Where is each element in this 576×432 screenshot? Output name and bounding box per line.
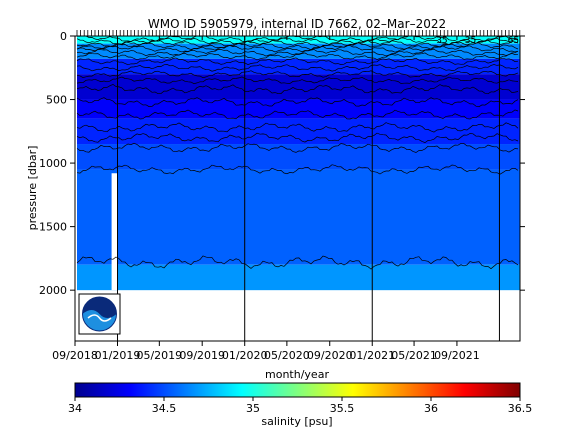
y-tick-label: 2000 — [39, 284, 67, 297]
contour-line — [76, 255, 519, 270]
x-tick-label: 05/2020 — [264, 349, 310, 362]
contour-line — [76, 164, 519, 175]
contour-label: 65 — [508, 36, 519, 46]
data-gap — [111, 173, 118, 291]
x-axis-label: month/year — [265, 368, 329, 381]
chart-title: WMO ID 5905979, internal ID 7662, 02–Mar… — [148, 17, 446, 31]
salinity-band — [77, 118, 520, 145]
x-tick-label: 05/2021 — [391, 349, 437, 362]
salinity-band — [77, 99, 520, 119]
x-tick-label: 09/2019 — [179, 349, 225, 362]
y-axis-ticks: 0 500 1000 1500 2000 — [39, 30, 525, 297]
x-tick-label: 01/2020 — [222, 349, 268, 362]
contour-line — [76, 84, 519, 95]
contour-line — [76, 48, 519, 57]
contour-line — [76, 57, 519, 66]
x-tick-label: 05/2019 — [136, 349, 182, 362]
y-tick-label: 1000 — [39, 157, 67, 170]
y-tick-label: 0 — [60, 30, 67, 43]
contour-line — [76, 109, 519, 120]
x-tick-label: 09/2021 — [434, 349, 480, 362]
profile-markers — [76, 30, 521, 36]
x-tick-label: 09/2018 — [52, 349, 98, 362]
colorbar-tick-label: 35.5 — [330, 402, 355, 415]
noaa-logo — [78, 293, 121, 335]
colorbar-tick-label: 34.5 — [152, 402, 177, 415]
y-axis-label: pressure [dbar] — [26, 146, 39, 231]
contour-line — [76, 132, 519, 143]
colorbar-tick-label: 35 — [246, 402, 260, 415]
colorbar: 34 34.5 35 35.5 36 36.5 salinity [psu] — [68, 382, 532, 428]
contour-line — [76, 76, 519, 85]
gap-region — [111, 173, 118, 291]
contour-line — [76, 52, 519, 61]
colorbar-label: salinity [psu] — [261, 415, 332, 428]
contour-line — [76, 70, 519, 79]
contour-line — [76, 45, 519, 53]
x-tick-label: 01/2021 — [349, 349, 395, 362]
contour-label: 35 — [465, 36, 476, 46]
year-boundary-lines — [117, 36, 500, 341]
salinity-band — [77, 36, 520, 44]
salinity-band — [77, 58, 520, 75]
salinity-band — [77, 264, 520, 291]
colorbar-tick-label: 36 — [424, 402, 438, 415]
plot-frame — [74, 35, 521, 342]
salinity-band — [77, 144, 520, 170]
colorbar-tick-label: 36.5 — [508, 402, 533, 415]
plot-area: 35 35 65 — [76, 36, 520, 341]
contour-labels: 35 35 65 — [436, 36, 519, 46]
colorbar-ticks: 34 34.5 35 35.5 36 36.5 — [68, 397, 532, 415]
x-axis-ticks: 09/201801/201905/201909/201901/202005/20… — [52, 36, 480, 362]
x-tick-label: 09/2020 — [307, 349, 353, 362]
salinity-contours — [76, 36, 519, 270]
colorbar-gradient — [74, 382, 521, 398]
contour-line — [76, 64, 519, 72]
contour-line — [76, 97, 519, 108]
y-tick-label: 500 — [46, 94, 67, 107]
x-tick-label: 01/2019 — [95, 349, 141, 362]
salinity-band — [77, 169, 520, 265]
salinity-bands — [77, 36, 520, 291]
contour-line — [76, 142, 519, 153]
contour-line — [76, 37, 519, 46]
contour-line — [76, 122, 519, 133]
contour-label: 35 — [436, 36, 447, 46]
contour-line — [76, 42, 519, 51]
contour-line — [76, 39, 519, 48]
colorbar-tick-label: 34 — [68, 402, 82, 415]
y-tick-label: 1500 — [39, 221, 67, 234]
